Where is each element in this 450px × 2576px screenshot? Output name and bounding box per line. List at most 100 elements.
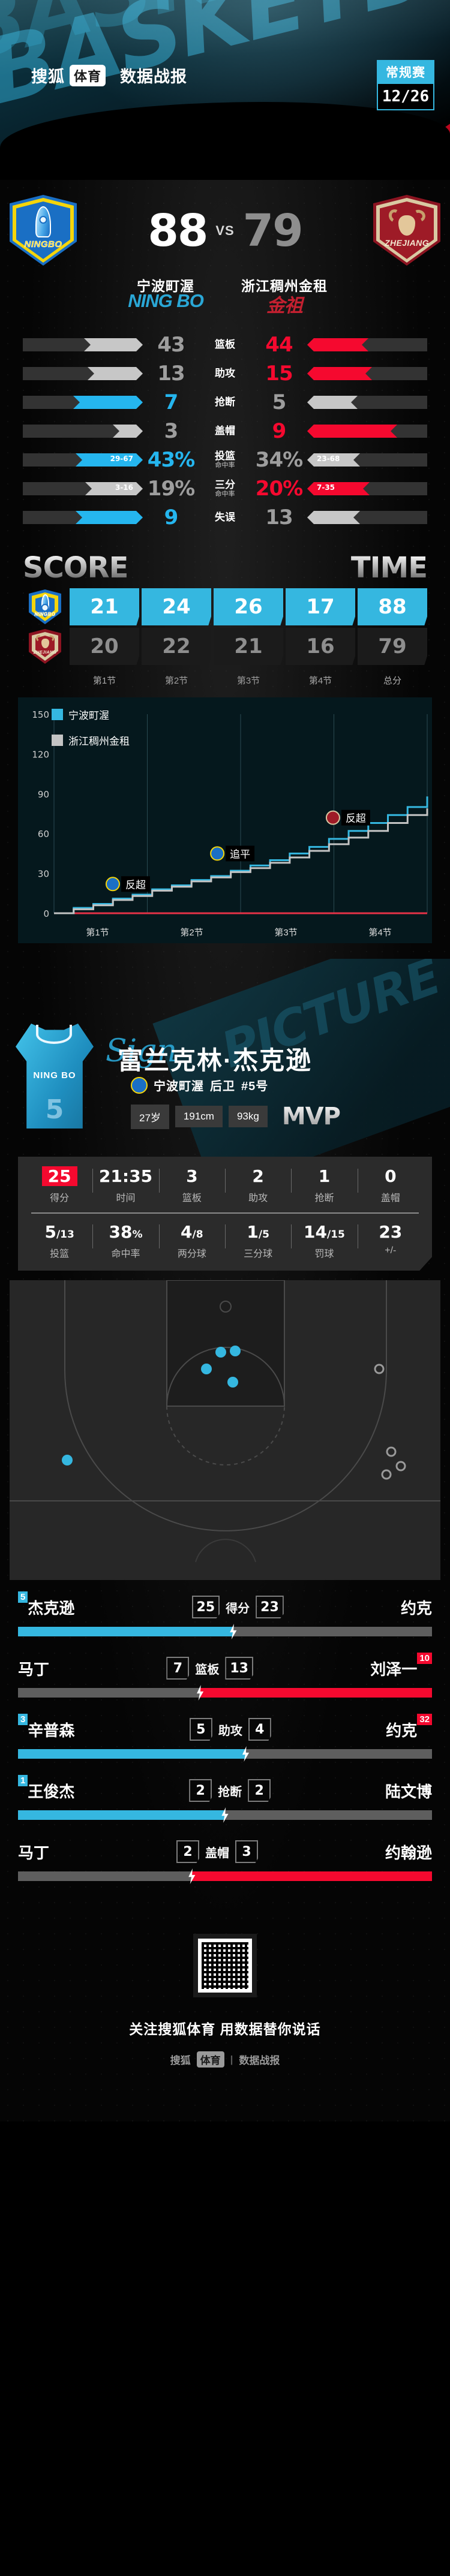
- away-stat-bar: [307, 511, 427, 524]
- mvp-player-name: 富兰克林·杰克逊: [118, 1046, 312, 1075]
- teams-row: NINGBO 88 VS 79 ZHEJIANG: [0, 186, 450, 276]
- stat-label: 篮板: [215, 338, 235, 350]
- comparison-bar: [18, 1807, 432, 1823]
- comparison-row: 马丁 2 盖帽 3 约翰逊: [18, 1840, 432, 1884]
- home-stat-bar: 29-67: [23, 453, 143, 467]
- right-player: 刘泽一 10: [370, 1652, 432, 1680]
- mvp-stat-label: +/-: [385, 1245, 397, 1256]
- right-player-name: 约克: [400, 1599, 432, 1617]
- mvp-team-crest-icon: [131, 1076, 148, 1094]
- left-player: 马丁: [18, 1841, 49, 1863]
- comparison-row: 马丁 7 篮板 13 刘泽一 10: [18, 1652, 432, 1701]
- home-stat-bar: [23, 425, 143, 438]
- right-player: 陆文博: [385, 1780, 432, 1802]
- brand-logo[interactable]: 搜狐 体育 数据战报: [31, 64, 187, 87]
- left-player-name: 马丁: [18, 1843, 50, 1862]
- mvp-stat-value: 21:35: [98, 1166, 153, 1186]
- mvp-stat-label: 盖帽: [380, 1193, 400, 1203]
- away-stat-bar: [307, 425, 427, 438]
- mvp-stat-value: 38%: [109, 1222, 143, 1242]
- away-team-name-en: 金祖: [266, 295, 303, 316]
- table-cell: 26: [214, 588, 283, 625]
- home-stat-value: 43%: [147, 448, 195, 472]
- mvp-stat-label: 篮板: [182, 1193, 202, 1203]
- away-stat-bar: 7-35: [307, 482, 427, 495]
- right-player-rank: 32: [417, 1713, 432, 1725]
- mvp-stat-cell: 38% 命中率: [92, 1222, 158, 1260]
- mvp-stat-cell: 1/5 三分球: [224, 1222, 291, 1260]
- bull-icon: [387, 207, 427, 237]
- svg-text:90: 90: [38, 789, 49, 800]
- right-player-rank: 10: [417, 1652, 432, 1664]
- svg-text:120: 120: [32, 749, 49, 760]
- chart-x-label: 第1节: [86, 928, 109, 938]
- bolt-icon: [230, 1624, 237, 1639]
- home-stat-value: 7: [164, 390, 179, 414]
- svg-text:60: 60: [38, 829, 49, 839]
- right-stat-value: 3: [235, 1840, 258, 1863]
- legend-swatch-away: [52, 735, 63, 746]
- stat-row: 43 篮板 44: [0, 330, 450, 359]
- away-stat-value: 15: [265, 362, 293, 386]
- column-header: 第3节: [236, 675, 260, 686]
- mvp-signature: Sign: [106, 1033, 178, 1069]
- shot-chart: [10, 1280, 440, 1580]
- home-stat-sub: 29-67: [110, 455, 133, 463]
- mvp-stat-value: 4/8: [181, 1222, 203, 1242]
- left-player: 马丁: [18, 1657, 49, 1680]
- mvp-age: 27岁: [131, 1104, 169, 1129]
- home-stat-bar: 3-16: [23, 482, 143, 495]
- bolt-icon: [188, 1868, 196, 1884]
- stat-row: 7 抢断 5: [0, 388, 450, 417]
- away-mini-crest: ZHEJIANG: [23, 628, 67, 665]
- quarter-section-title: SCORE TIME: [0, 543, 450, 588]
- left-player-name: 杰克逊: [28, 1599, 75, 1617]
- quarter-score-table: NINGBO 21 24 26 17 88 ZHEJIANG 20 22 21 16 79: [0, 588, 450, 665]
- left-stat-value: 2: [176, 1840, 199, 1863]
- mvp-stat-value: 1: [318, 1166, 331, 1186]
- mvp-height: 191cm: [175, 1106, 223, 1127]
- home-stat-value: 9: [164, 505, 179, 529]
- home-stat-bar: [23, 367, 143, 380]
- right-player: 约克 32: [386, 1713, 432, 1741]
- table-row: NINGBO 21 24 26 17 88: [23, 588, 427, 625]
- away-crest-word: ZHEJIANG: [385, 238, 429, 248]
- mvp-stat-card: 25 得分 21:35 时间 3 篮板 2 助攻 1 抢断 0 盖帽 5/13 …: [18, 1157, 432, 1271]
- mvp-stat-cell: 4/8 两分球: [158, 1222, 225, 1260]
- brand-sohu: 搜狐: [31, 68, 65, 86]
- table-cell: 79: [358, 628, 427, 665]
- mvp-stat-label: 助攻: [248, 1193, 268, 1203]
- mvp-stat-label: 两分球: [177, 1249, 206, 1259]
- match-badge: 常规赛 12/26: [377, 60, 434, 110]
- column-header: 第4节: [308, 675, 332, 686]
- stat-label: 三分 命中率: [215, 479, 235, 498]
- scoreboard-section: NINGBO 88 VS 79 ZHEJIANG 宁: [0, 180, 450, 2121]
- right-player-name: 刘泽一: [370, 1660, 418, 1678]
- qr-code[interactable]: [193, 1934, 257, 1997]
- stat-row: 13 助攻 15: [0, 359, 450, 388]
- mvp-stat-label: 三分球: [244, 1249, 273, 1259]
- right-player-name: 约克: [386, 1721, 418, 1740]
- mvp-stat-cell: 0 盖帽: [357, 1166, 424, 1204]
- home-stat-value: 3: [164, 419, 179, 443]
- mvp-stat-cell: 1 抢断: [291, 1166, 357, 1204]
- mvp-stat-label: 得分: [50, 1193, 70, 1203]
- away-stat-sub: 23-68: [317, 455, 340, 463]
- home-team-name-en: NING BO: [128, 290, 204, 311]
- comparison-bar: [18, 1685, 432, 1701]
- comparison-row: 1 王俊杰 2 抢断 2 陆文博: [18, 1774, 432, 1823]
- away-stat-value: 13: [265, 505, 293, 529]
- svg-text:追平: 追平: [230, 848, 250, 860]
- home-stat-bar: [23, 396, 143, 409]
- mvp-stat-value: 5/13: [44, 1222, 74, 1242]
- left-player-name: 王俊杰: [28, 1782, 75, 1801]
- mvp-stat-value: 23: [379, 1222, 403, 1242]
- match-date-label: 12/26: [377, 84, 434, 110]
- mvp-section: PICTURE NING BO 5 Sign 富兰克林·杰克逊 宁波町渥 后卫 …: [0, 959, 450, 1157]
- table-cell: 21: [70, 588, 139, 625]
- mvp-number: #5号: [241, 1080, 269, 1093]
- home-team-name-block: 宁波町渥 NING BO: [106, 275, 225, 317]
- right-player-name: 约翰逊: [385, 1843, 432, 1862]
- left-player-rank: 1: [18, 1774, 28, 1786]
- mvp-stat-value: 0: [385, 1166, 397, 1186]
